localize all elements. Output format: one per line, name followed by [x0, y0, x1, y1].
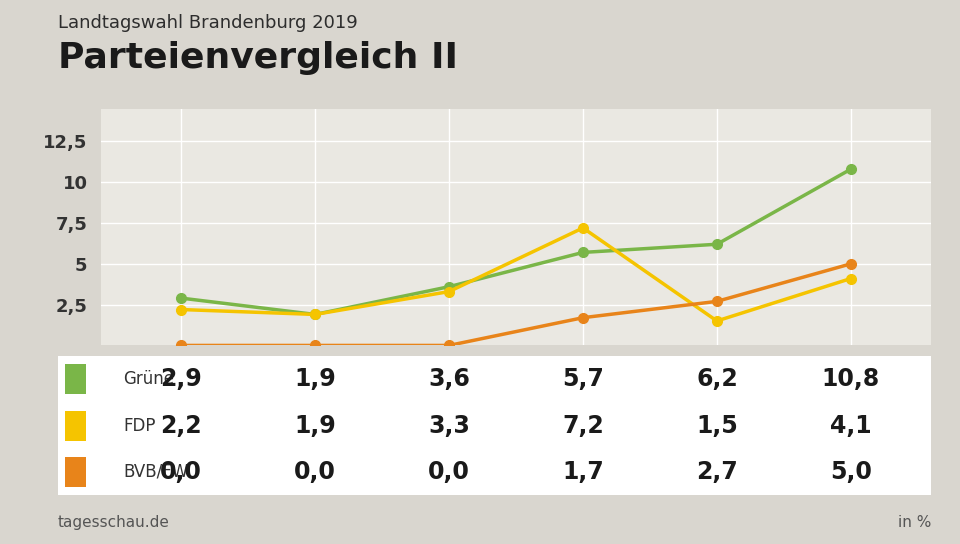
Text: 2,2: 2,2 — [160, 413, 202, 438]
Text: 3,6: 3,6 — [428, 367, 470, 392]
Text: FDP: FDP — [123, 417, 156, 435]
Text: in %: in % — [898, 515, 931, 530]
Text: 1,5: 1,5 — [696, 413, 738, 438]
Text: 1,7: 1,7 — [563, 460, 604, 484]
Text: 0,0: 0,0 — [428, 460, 470, 484]
Text: BVB/FW: BVB/FW — [123, 463, 188, 481]
Text: 10,8: 10,8 — [822, 367, 880, 392]
Text: 1,9: 1,9 — [294, 413, 336, 438]
Text: 5,7: 5,7 — [562, 367, 604, 392]
Text: 6,2: 6,2 — [696, 367, 738, 392]
Text: Parteienvergleich II: Parteienvergleich II — [58, 41, 458, 75]
Text: 5,0: 5,0 — [829, 460, 872, 484]
Text: Landtagswahl Brandenburg 2019: Landtagswahl Brandenburg 2019 — [58, 14, 357, 32]
Text: tagesschau.de: tagesschau.de — [58, 515, 170, 530]
Text: Grüne: Grüne — [123, 370, 174, 388]
Text: 1,9: 1,9 — [294, 367, 336, 392]
Text: 4,1: 4,1 — [830, 413, 872, 438]
Text: 0,0: 0,0 — [160, 460, 203, 484]
Text: 0,0: 0,0 — [294, 460, 336, 484]
Text: 3,3: 3,3 — [428, 413, 470, 438]
Text: 2,9: 2,9 — [160, 367, 202, 392]
Text: 2,7: 2,7 — [696, 460, 738, 484]
Text: 7,2: 7,2 — [563, 413, 604, 438]
